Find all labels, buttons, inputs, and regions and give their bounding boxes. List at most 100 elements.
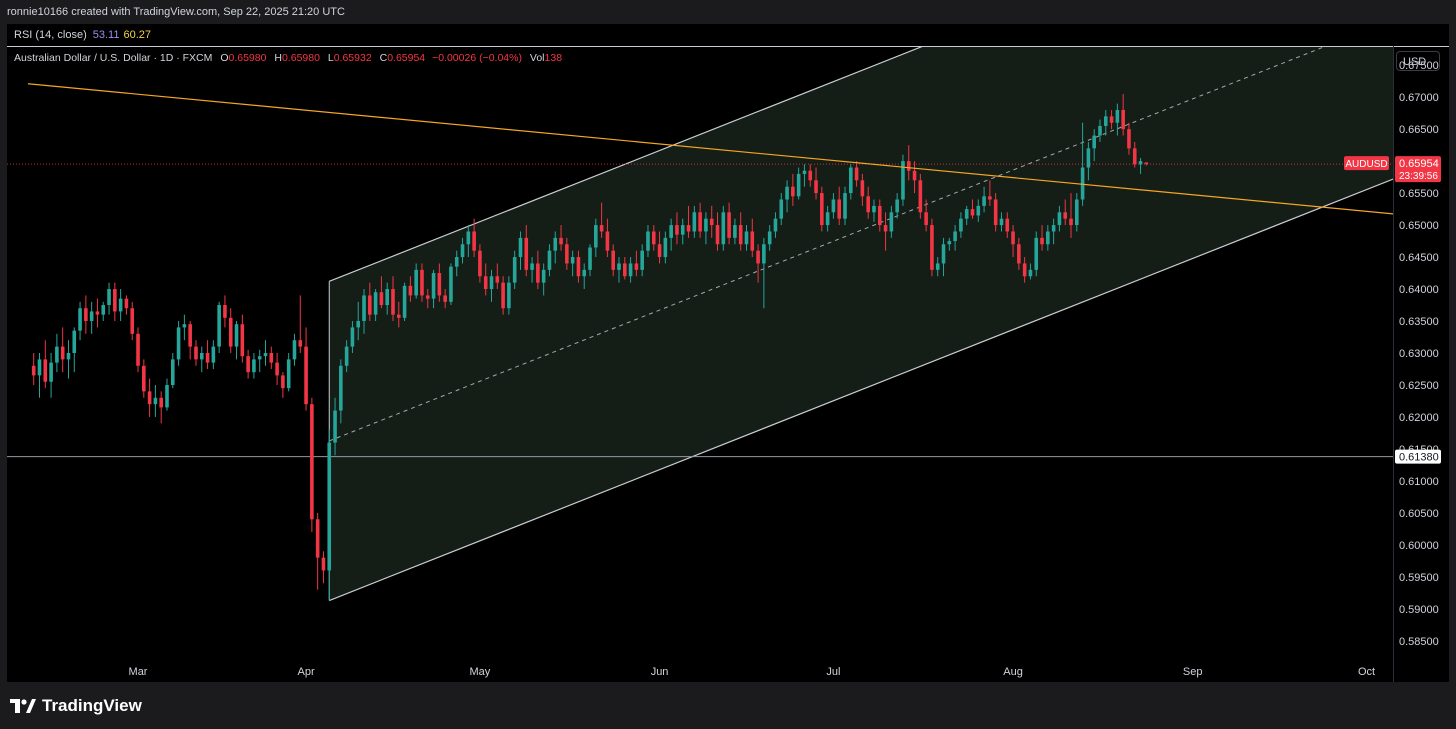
candle-body xyxy=(640,250,644,270)
candle-body xyxy=(437,273,442,296)
price-tick-label: 0.67000 xyxy=(1399,92,1439,104)
candle xyxy=(738,212,743,251)
rsi-indicator-row[interactable]: RSI (14, close) 53.11 60.27 xyxy=(7,24,1393,46)
time-tick-label: Aug xyxy=(1003,666,1023,678)
time-axis: Mar Apr May Jun Jul Aug Sep Oct xyxy=(129,666,1376,678)
candle xyxy=(1080,122,1085,206)
candle xyxy=(906,145,911,181)
attribution-bar: ronnie10166 created with TradingView.com… xyxy=(0,0,1456,24)
candle-body xyxy=(147,391,152,405)
price-tick-label: 0.62500 xyxy=(1399,380,1439,392)
candle xyxy=(628,257,633,283)
price-tick-label: 0.65500 xyxy=(1399,188,1439,200)
candle xyxy=(964,205,969,226)
candle xyxy=(1057,205,1062,232)
currency-button[interactable]: USD xyxy=(1396,51,1440,71)
candle-body xyxy=(263,353,268,357)
candle xyxy=(935,257,940,277)
candle xyxy=(605,218,610,258)
candle xyxy=(565,237,569,270)
candle-body xyxy=(622,263,627,277)
candle-body xyxy=(315,519,320,558)
candle xyxy=(594,218,598,258)
candle-body xyxy=(541,269,546,283)
price-chart[interactable]: 0.675000.670000.665000.660000.655000.650… xyxy=(0,0,1456,682)
candle xyxy=(60,327,65,373)
candle-body xyxy=(304,346,308,405)
candle-body xyxy=(402,285,407,318)
time-tick-label: Jun xyxy=(651,666,669,678)
price-tick-label: 0.62000 xyxy=(1399,412,1439,424)
candle xyxy=(733,218,737,245)
candle-body xyxy=(43,359,48,382)
candle xyxy=(95,298,100,328)
candle xyxy=(269,346,274,369)
channel-lower-line xyxy=(329,178,1393,602)
brand-name: TradingView xyxy=(42,696,142,715)
candle xyxy=(292,333,297,366)
candle xyxy=(124,295,129,315)
symbol-legend[interactable]: Australian Dollar / U.S. Dollar · 1D · F… xyxy=(14,52,562,64)
candle xyxy=(1132,141,1137,168)
candle-body xyxy=(993,199,998,226)
candle xyxy=(142,359,146,398)
candle xyxy=(507,276,511,315)
candle xyxy=(113,282,117,322)
candle-body xyxy=(901,161,905,200)
candle-body xyxy=(1057,212,1062,226)
candle-body xyxy=(1103,116,1108,126)
candle-body xyxy=(1121,109,1125,130)
candle-body xyxy=(756,250,760,264)
candle-body xyxy=(559,237,563,245)
candle-body xyxy=(820,193,824,226)
candle xyxy=(1051,218,1056,245)
price-tick-label: 0.60500 xyxy=(1399,508,1439,520)
candle-body xyxy=(396,314,401,318)
candle-body xyxy=(692,212,697,232)
price-tick-label: 0.59000 xyxy=(1399,604,1439,616)
candle xyxy=(785,180,789,213)
candle xyxy=(866,186,870,219)
candle-body xyxy=(594,225,598,248)
candle-body xyxy=(617,263,621,270)
candle-body xyxy=(443,295,447,302)
candle xyxy=(1075,193,1079,232)
candles-layer xyxy=(31,93,1149,601)
candle xyxy=(767,225,772,251)
candle xyxy=(1040,225,1044,251)
symbol-title[interactable]: Australian Dollar / U.S. Dollar · 1D · F… xyxy=(14,52,213,64)
tradingview-logo[interactable]: TradingView xyxy=(10,696,142,716)
candle-body xyxy=(1028,269,1033,277)
candle-body xyxy=(170,359,175,385)
candle xyxy=(78,301,82,341)
symbol-tag-bg xyxy=(1344,156,1389,171)
candle-body xyxy=(344,346,349,366)
candle xyxy=(779,193,784,226)
candle xyxy=(669,218,673,251)
candle xyxy=(1138,157,1143,174)
candle-body xyxy=(970,209,975,216)
candle xyxy=(321,551,326,584)
drawings-back xyxy=(7,46,1393,602)
candle-body xyxy=(860,180,865,197)
candle xyxy=(721,205,726,251)
candle xyxy=(901,154,905,206)
candle xyxy=(483,263,488,296)
candle-body xyxy=(1075,199,1079,226)
candle xyxy=(339,359,343,424)
candle xyxy=(495,263,500,290)
candle-body xyxy=(953,231,957,242)
candle xyxy=(518,231,523,270)
candle-body xyxy=(507,282,511,309)
candle xyxy=(756,244,760,283)
candle xyxy=(1017,237,1021,270)
attribution-text: ronnie10166 created with TradingView.com… xyxy=(7,6,345,18)
candle-body xyxy=(223,305,227,318)
candle-body xyxy=(1040,237,1044,245)
price-tag-bg xyxy=(1395,156,1441,183)
candle xyxy=(796,167,801,200)
candle xyxy=(536,250,540,290)
price-tick-label: 0.64000 xyxy=(1399,284,1439,296)
candle xyxy=(443,289,447,309)
candle xyxy=(408,276,413,302)
